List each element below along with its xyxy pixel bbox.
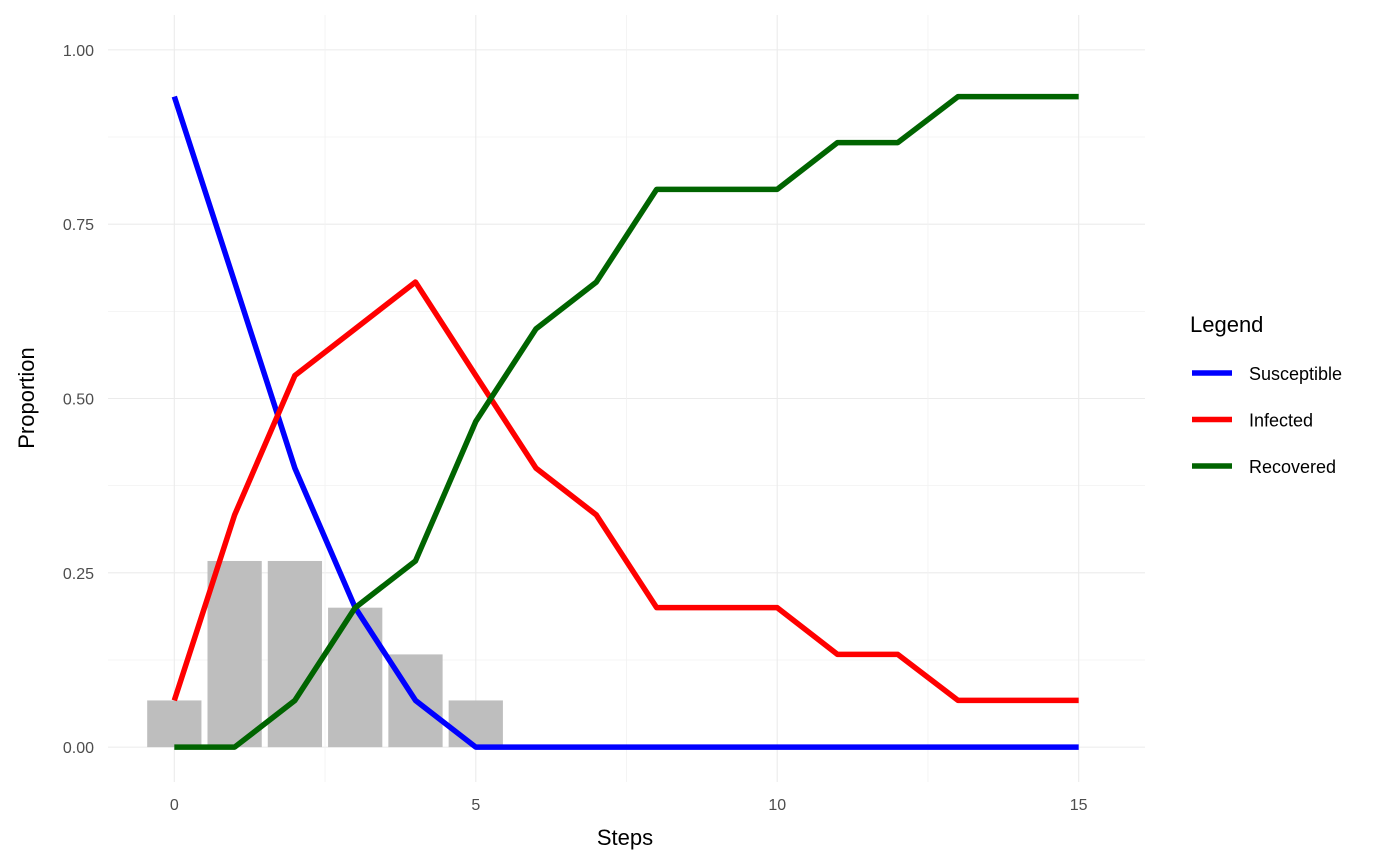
legend-item-infected: Infected <box>1192 411 1313 431</box>
series-line-infected <box>171 279 1079 704</box>
bar <box>448 700 503 748</box>
x-axis-title: Steps <box>597 825 653 850</box>
series-line-recovered <box>174 93 1079 750</box>
y-tick-label: 0.50 <box>63 392 94 409</box>
legend-item-recovered: Recovered <box>1192 457 1336 477</box>
legend-item-susceptible: Susceptible <box>1192 364 1342 384</box>
legend-label: Susceptible <box>1249 364 1342 384</box>
x-tick-label: 5 <box>471 797 480 814</box>
series-line-susceptible <box>171 95 1079 750</box>
y-tick-label: 1.00 <box>63 43 94 60</box>
x-tick-label: 10 <box>768 797 786 814</box>
x-axis-ticks: 0 5 10 15 <box>170 797 1088 814</box>
x-tick-label: 15 <box>1070 797 1088 814</box>
x-tick-label: 0 <box>170 797 179 814</box>
y-axis-title: Proportion <box>14 347 39 449</box>
y-axis-ticks: 0.00 0.25 0.50 0.75 1.00 <box>63 43 94 757</box>
legend-label: Recovered <box>1249 457 1336 477</box>
grid <box>108 15 1145 782</box>
series-lines <box>171 93 1079 750</box>
y-tick-label: 0.25 <box>63 566 94 583</box>
y-tick-label: 0.75 <box>63 217 94 234</box>
legend-label: Infected <box>1249 411 1313 431</box>
legend-title: Legend <box>1190 312 1263 337</box>
bar <box>207 560 262 748</box>
bar <box>267 560 323 748</box>
bar <box>328 607 383 748</box>
y-tick-label: 0.00 <box>63 740 94 757</box>
bar <box>147 700 202 748</box>
legend: Legend Susceptible Infected Recovered <box>1190 312 1342 477</box>
